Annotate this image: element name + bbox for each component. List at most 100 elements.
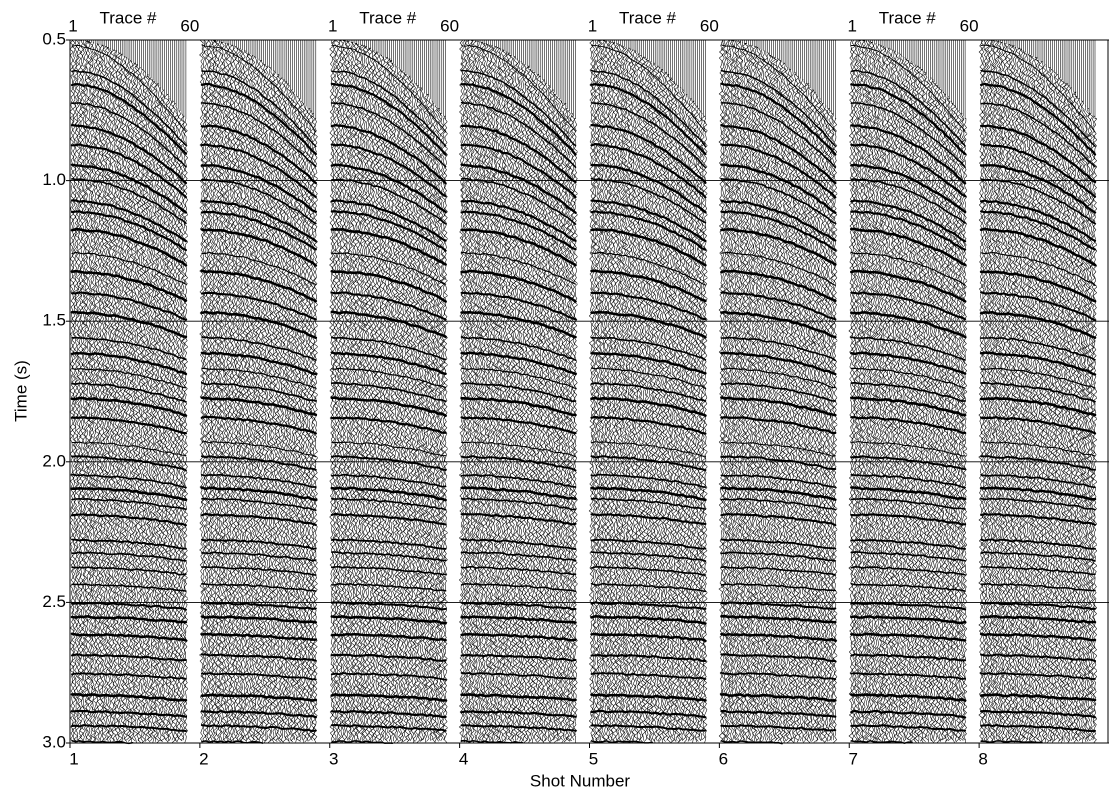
reflection-event [71, 251, 187, 285]
trace-wiggle [125, 40, 131, 741]
trace-wiggle [1024, 40, 1031, 741]
trace-wiggle [386, 40, 393, 742]
reflection-event [980, 497, 1096, 511]
trace-wiggle [898, 40, 905, 743]
reflection-event [460, 351, 577, 376]
reflection-event [330, 710, 447, 719]
reflection-event [590, 740, 653, 744]
trace-wiggle [1086, 40, 1092, 742]
reflection-event [460, 336, 577, 362]
trace-wiggle [1032, 40, 1038, 742]
trace-wiggle [648, 40, 655, 743]
trace-wiggle [619, 40, 626, 742]
reflection-event [590, 653, 707, 663]
trace-wiggle [1061, 40, 1067, 742]
reflection-event [979, 693, 1097, 702]
trace-wiggle [384, 40, 391, 741]
reflection-event [590, 538, 707, 550]
trace-wiggle [807, 40, 813, 743]
trace-wiggle [86, 40, 93, 741]
reflection-event [850, 124, 967, 185]
reflection-event [590, 251, 706, 286]
trace-wiggle [572, 40, 579, 743]
reflection-event [460, 565, 577, 576]
trace-wiggle [305, 40, 311, 742]
reflection-event [460, 143, 577, 199]
reflection-event [591, 44, 706, 133]
trace-wiggle [954, 40, 961, 742]
reflection-event [850, 143, 967, 198]
trace-wiggle [134, 40, 141, 742]
trace-wiggle [76, 40, 83, 743]
y-tick-label: 0.5 [42, 29, 66, 48]
reflection-event [331, 367, 447, 389]
trace-title: Trace # [99, 8, 157, 27]
trace-wiggle [266, 40, 273, 743]
reflection-event [720, 497, 837, 511]
trace-wiggle [1092, 40, 1098, 743]
trace-wiggle [285, 40, 292, 743]
reflection-event [331, 102, 447, 168]
reflection-event [70, 709, 188, 718]
reflection-event [460, 615, 577, 624]
reflection-event [590, 210, 707, 251]
reflection-event [850, 163, 967, 214]
trace-wiggle [879, 40, 885, 742]
reflection-event [460, 210, 577, 251]
trace-wiggle [594, 39, 600, 743]
reflection-event [200, 351, 318, 376]
reflection-event [850, 474, 966, 489]
trace-wiggle [307, 40, 313, 742]
trace-wiggle [1065, 40, 1071, 743]
trace-wiggle [743, 40, 750, 743]
trace-wiggle [392, 40, 399, 743]
reflection-event [201, 70, 317, 148]
reflection-event [720, 583, 837, 592]
trace-wiggle [749, 40, 755, 742]
trace-wiggle [768, 40, 775, 743]
trace-wiggle [588, 39, 595, 743]
reflection-event [331, 70, 447, 147]
trace-wiggle [373, 40, 379, 743]
trace-wiggle [175, 40, 181, 742]
trace-wiggle [105, 40, 112, 742]
trace-wiggle [518, 40, 525, 743]
reflection-event [330, 270, 447, 303]
reflection-event [330, 143, 447, 198]
trace-wiggle [510, 40, 517, 741]
trace-wiggle [987, 40, 994, 743]
reflection-event [850, 441, 966, 457]
reflection-event [979, 227, 1097, 267]
reflection-event [590, 310, 707, 339]
shot-gather [69, 39, 189, 745]
trace-wiggle [770, 40, 777, 741]
reflection-event [201, 473, 317, 488]
reflection-event [980, 336, 1096, 361]
reflection-event [460, 693, 577, 702]
trace-wiggle [561, 40, 567, 743]
trace-wiggle [78, 40, 85, 743]
trace-wiggle [791, 40, 798, 742]
trace-wiggle [892, 40, 899, 743]
trace-wiggle [435, 40, 441, 742]
reflection-event [720, 601, 837, 610]
trace-wiggle [640, 40, 647, 741]
trace-wiggle [264, 40, 271, 742]
y-tick-label: 2.0 [42, 451, 66, 470]
trace-wiggle [984, 39, 990, 743]
trace-wiggle [413, 40, 420, 741]
trace-wiggle [679, 40, 685, 742]
trace-wiggle [606, 40, 612, 741]
reflection-event [460, 199, 577, 242]
reflection-event [200, 615, 318, 624]
reflection-event [200, 486, 318, 501]
reflection-event [720, 367, 836, 389]
reflection-event [980, 291, 1097, 322]
trace-wiggle [466, 40, 473, 743]
reflection-event [850, 69, 966, 147]
trace-title: Trace # [879, 8, 937, 27]
trace-wiggle [541, 40, 548, 742]
reflection-event [850, 311, 967, 339]
reflection-event [850, 269, 967, 303]
reflection-event [590, 228, 707, 267]
